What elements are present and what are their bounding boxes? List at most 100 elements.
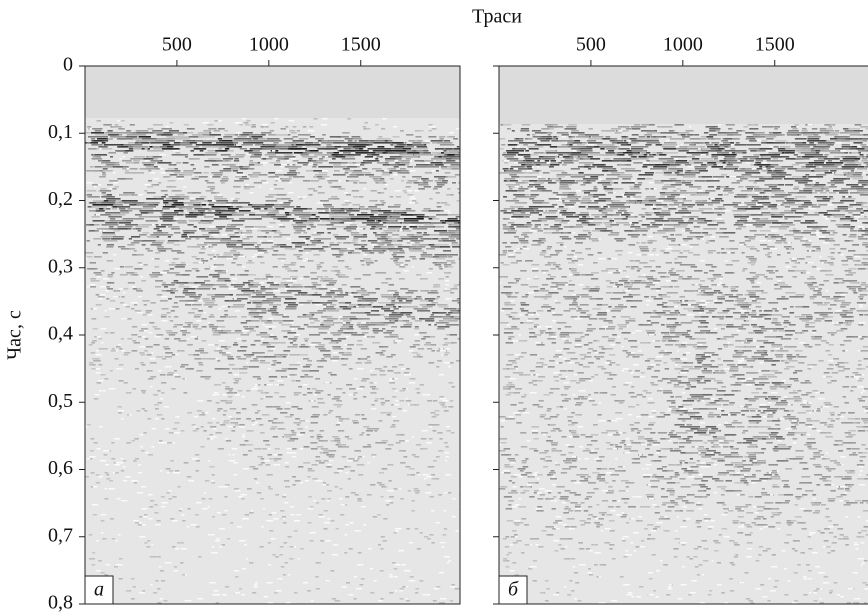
reflector-stroke [233,332,243,334]
reflector-stroke [849,140,863,142]
reflector-stroke [307,294,322,296]
reflector-stroke [103,454,108,456]
noise-stroke [428,126,436,128]
noise-stroke [322,306,327,308]
reflector-stroke [136,410,141,412]
noise-stroke [236,338,242,340]
reflector-stroke [307,188,316,190]
reflector-stroke [199,150,204,152]
reflector-stroke [644,134,652,136]
reflector-stroke [310,506,314,508]
reflector-stroke [350,148,355,150]
reflector-stroke [262,342,269,344]
noise-stroke [458,488,460,490]
reflector-stroke [422,182,429,184]
noise-stroke [225,352,231,354]
reflector-stroke [211,482,216,484]
reflector-stroke [402,156,418,158]
noise-stroke [299,278,304,280]
reflector-stroke [291,262,297,264]
reflector-stroke [226,316,236,318]
reflector-stroke [214,344,219,346]
reflector-stroke [207,400,212,402]
reflector-stroke [212,276,220,278]
reflector-stroke [339,444,347,446]
reflector-stroke [302,250,312,252]
reflector-stroke [350,312,365,314]
reflector-stroke [617,130,629,132]
reflector-stroke [443,410,449,412]
reflector-stroke [352,460,359,462]
reflector-stroke [340,308,352,310]
reflector-stroke [111,538,115,540]
noise-stroke [393,174,398,176]
reflector-stroke [158,182,162,184]
reflector-stroke [346,142,366,144]
reflector-stroke [337,294,351,296]
reflector-stroke [432,188,438,190]
reflector-stroke [302,370,312,372]
reflector-stroke [203,212,220,214]
noise-stroke [399,590,403,592]
reflector-stroke [102,232,115,234]
reflector-stroke [192,282,205,284]
reflector-stroke [313,326,322,328]
noise-stroke [389,574,393,576]
reflector-stroke [108,216,122,218]
reflector-stroke [186,128,195,130]
reflector-stroke [736,130,744,132]
reflector-stroke [316,434,322,436]
reflector-stroke [107,276,113,278]
reflector-stroke [106,478,111,480]
reflector-stroke [257,378,262,380]
reflector-stroke [807,140,823,142]
noise-stroke [344,192,349,194]
reflector-stroke [430,314,434,316]
noise-stroke [131,480,138,482]
reflector-stroke [295,246,302,248]
reflector-stroke [260,432,265,434]
reflector-stroke [215,142,234,144]
noise-stroke [254,384,258,386]
reflector-stroke [134,268,143,270]
reflector-stroke [89,362,94,364]
reflector-stroke [348,214,355,216]
reflector-stroke [389,178,394,180]
reflector-stroke [206,182,215,184]
noise-stroke [389,380,394,382]
reflector-stroke [366,434,371,436]
reflector-stroke [268,172,275,174]
reflector-stroke [444,172,451,174]
reflector-stroke [358,456,363,458]
reflector-stroke [113,462,118,464]
reflector-stroke [337,430,345,432]
noise-stroke [377,600,383,602]
reflector-stroke [277,158,285,160]
reflector-stroke [328,198,336,200]
reflector-stroke [648,130,655,132]
reflector-stroke [420,310,431,312]
reflector-stroke [265,464,271,466]
noise-row [85,526,460,528]
noise-stroke [234,394,240,396]
reflector-stroke [222,140,233,142]
reflector-stroke [251,124,256,126]
reflector-stroke [458,238,460,240]
noise-stroke [151,446,155,448]
noise-stroke [290,242,293,244]
reflector-stroke [362,168,368,170]
noise-stroke [108,308,116,310]
reflector-stroke [418,184,429,186]
reflector-stroke [231,368,239,370]
reflector-stroke [152,130,163,132]
reflector-stroke [157,602,162,604]
reflector-stroke [230,250,237,252]
noise-stroke [401,564,406,566]
reflector-stroke [270,308,277,310]
noise-stroke [164,428,170,430]
reflector-stroke [227,234,236,236]
reflector-stroke [217,138,223,140]
reflector-stroke [330,290,336,292]
reflector-stroke [109,300,116,302]
reflector-stroke [267,342,279,344]
